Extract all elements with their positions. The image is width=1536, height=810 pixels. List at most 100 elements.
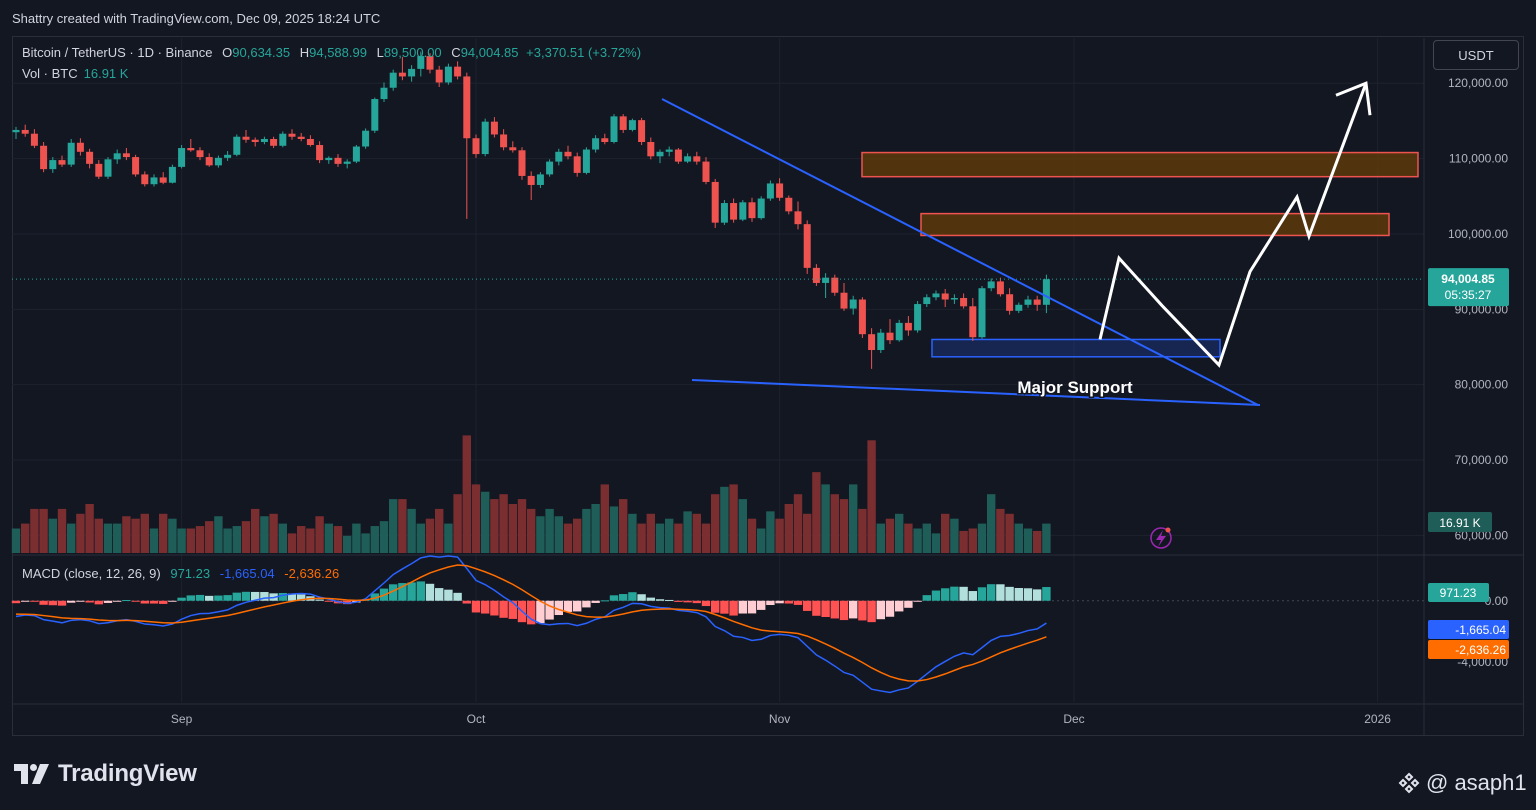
volume-bar bbox=[232, 526, 241, 553]
macd-histogram-bar bbox=[655, 599, 665, 601]
binance-icon bbox=[1398, 772, 1420, 794]
volume-bar bbox=[205, 521, 214, 553]
volume-bar bbox=[499, 494, 508, 553]
macd-histogram-bar bbox=[425, 583, 435, 601]
volume-bar bbox=[563, 523, 573, 553]
candle-body bbox=[794, 211, 802, 225]
volume-badge bbox=[1428, 512, 1492, 532]
volume-bar bbox=[269, 513, 278, 553]
volume-bar bbox=[214, 516, 223, 553]
lightning-bolt bbox=[1156, 530, 1166, 547]
volume-bar bbox=[885, 518, 895, 553]
tradingview-logo[interactable]: TradingView bbox=[14, 760, 197, 788]
macd-histogram-bar bbox=[628, 592, 637, 601]
candle-body bbox=[288, 133, 296, 137]
candle-body bbox=[224, 154, 232, 158]
volume-bar bbox=[94, 518, 103, 553]
macd-histogram-bar bbox=[573, 600, 582, 612]
candle-body bbox=[748, 202, 756, 219]
macd-histogram-bar bbox=[849, 600, 858, 619]
volume-bar bbox=[444, 523, 453, 553]
candle-body bbox=[803, 224, 811, 268]
macd-histogram-bar bbox=[315, 599, 324, 601]
candle-body bbox=[822, 277, 830, 283]
volume-bar bbox=[287, 533, 297, 553]
volume-bar bbox=[1042, 523, 1051, 553]
volume-bar bbox=[324, 523, 333, 553]
macd-histogram-bar bbox=[729, 600, 738, 616]
macd-histogram-bar bbox=[563, 600, 573, 612]
volume-bar bbox=[711, 494, 720, 553]
macd-histogram-bar bbox=[582, 600, 591, 608]
macd-histogram-bar bbox=[876, 600, 885, 620]
macd-histogram-bar bbox=[803, 600, 812, 611]
lower-trendline bbox=[691, 379, 1261, 406]
candle-body bbox=[196, 150, 204, 158]
macd-signal-value: -2,636.26 bbox=[284, 566, 340, 581]
macd-histogram-bar bbox=[389, 584, 398, 601]
resistance-zone bbox=[920, 212, 1390, 237]
projection-arrowhead bbox=[1335, 81, 1372, 116]
candle-body bbox=[334, 157, 342, 164]
macd-hist-badge bbox=[1428, 583, 1489, 602]
candle-body bbox=[527, 175, 535, 185]
volume-bar bbox=[508, 504, 517, 553]
volume-bar bbox=[701, 523, 711, 553]
chart-credit: Shattry created with TradingView.com, De… bbox=[12, 11, 381, 26]
candle-body bbox=[325, 157, 333, 161]
volume-bar bbox=[159, 513, 168, 553]
volume-bar bbox=[361, 533, 370, 553]
resistance-zone bbox=[861, 151, 1419, 178]
macd-hist-badge-value: 971.23 bbox=[1440, 586, 1477, 600]
volume-bar bbox=[655, 523, 665, 553]
time-tick-label: Nov bbox=[769, 712, 790, 726]
macd-line bbox=[15, 555, 1047, 694]
volume-bar bbox=[904, 523, 913, 553]
candle-body bbox=[987, 281, 995, 289]
volume-bar bbox=[113, 523, 122, 553]
candle-body bbox=[141, 174, 149, 185]
volume-bar bbox=[987, 494, 996, 553]
macd-histogram-bar bbox=[720, 600, 729, 614]
volume-bar bbox=[876, 523, 885, 553]
volume-bar bbox=[177, 528, 186, 553]
volume-bar bbox=[913, 528, 922, 553]
volume-bar bbox=[223, 528, 232, 553]
volume-bar bbox=[57, 508, 67, 553]
macd-histogram-bar bbox=[343, 600, 352, 605]
volume-bar bbox=[950, 518, 959, 553]
major-support-label: Major Support bbox=[1017, 378, 1133, 397]
macd-histogram-bar bbox=[149, 600, 159, 604]
macd-histogram-bar bbox=[103, 600, 113, 603]
candle-body bbox=[251, 139, 259, 143]
candle-body bbox=[343, 161, 351, 164]
price-tick-label: 110,000.00 bbox=[1449, 152, 1508, 166]
candle-body bbox=[270, 138, 278, 146]
volume-bar bbox=[858, 508, 867, 553]
macd-histogram-bar bbox=[766, 600, 775, 606]
volume-bar bbox=[573, 518, 582, 553]
candle-body bbox=[978, 288, 986, 338]
candle-body bbox=[573, 156, 581, 173]
volume-bar bbox=[1033, 530, 1042, 553]
price-tick-label: 120,000.00 bbox=[1448, 76, 1508, 90]
volume-bar bbox=[545, 508, 554, 553]
low-label: L bbox=[376, 45, 384, 60]
candle-body bbox=[766, 183, 774, 199]
high-value: 94,588.99 bbox=[309, 45, 367, 60]
volume-bar bbox=[591, 504, 600, 553]
low-value: 89,500.00 bbox=[383, 45, 442, 60]
candle-body bbox=[1024, 299, 1032, 305]
currency-button[interactable]: USDT bbox=[1433, 40, 1519, 70]
volume-bar bbox=[103, 523, 113, 553]
macd-histogram-bar bbox=[839, 600, 849, 621]
volume-bar bbox=[453, 494, 462, 553]
volume-bar bbox=[39, 508, 48, 553]
macd-histogram-bar bbox=[913, 600, 922, 602]
volume-bar bbox=[895, 513, 904, 553]
volume-bar bbox=[195, 526, 205, 553]
candle-body bbox=[178, 148, 186, 167]
volume-bar bbox=[1005, 513, 1014, 553]
candle-body bbox=[417, 56, 425, 69]
